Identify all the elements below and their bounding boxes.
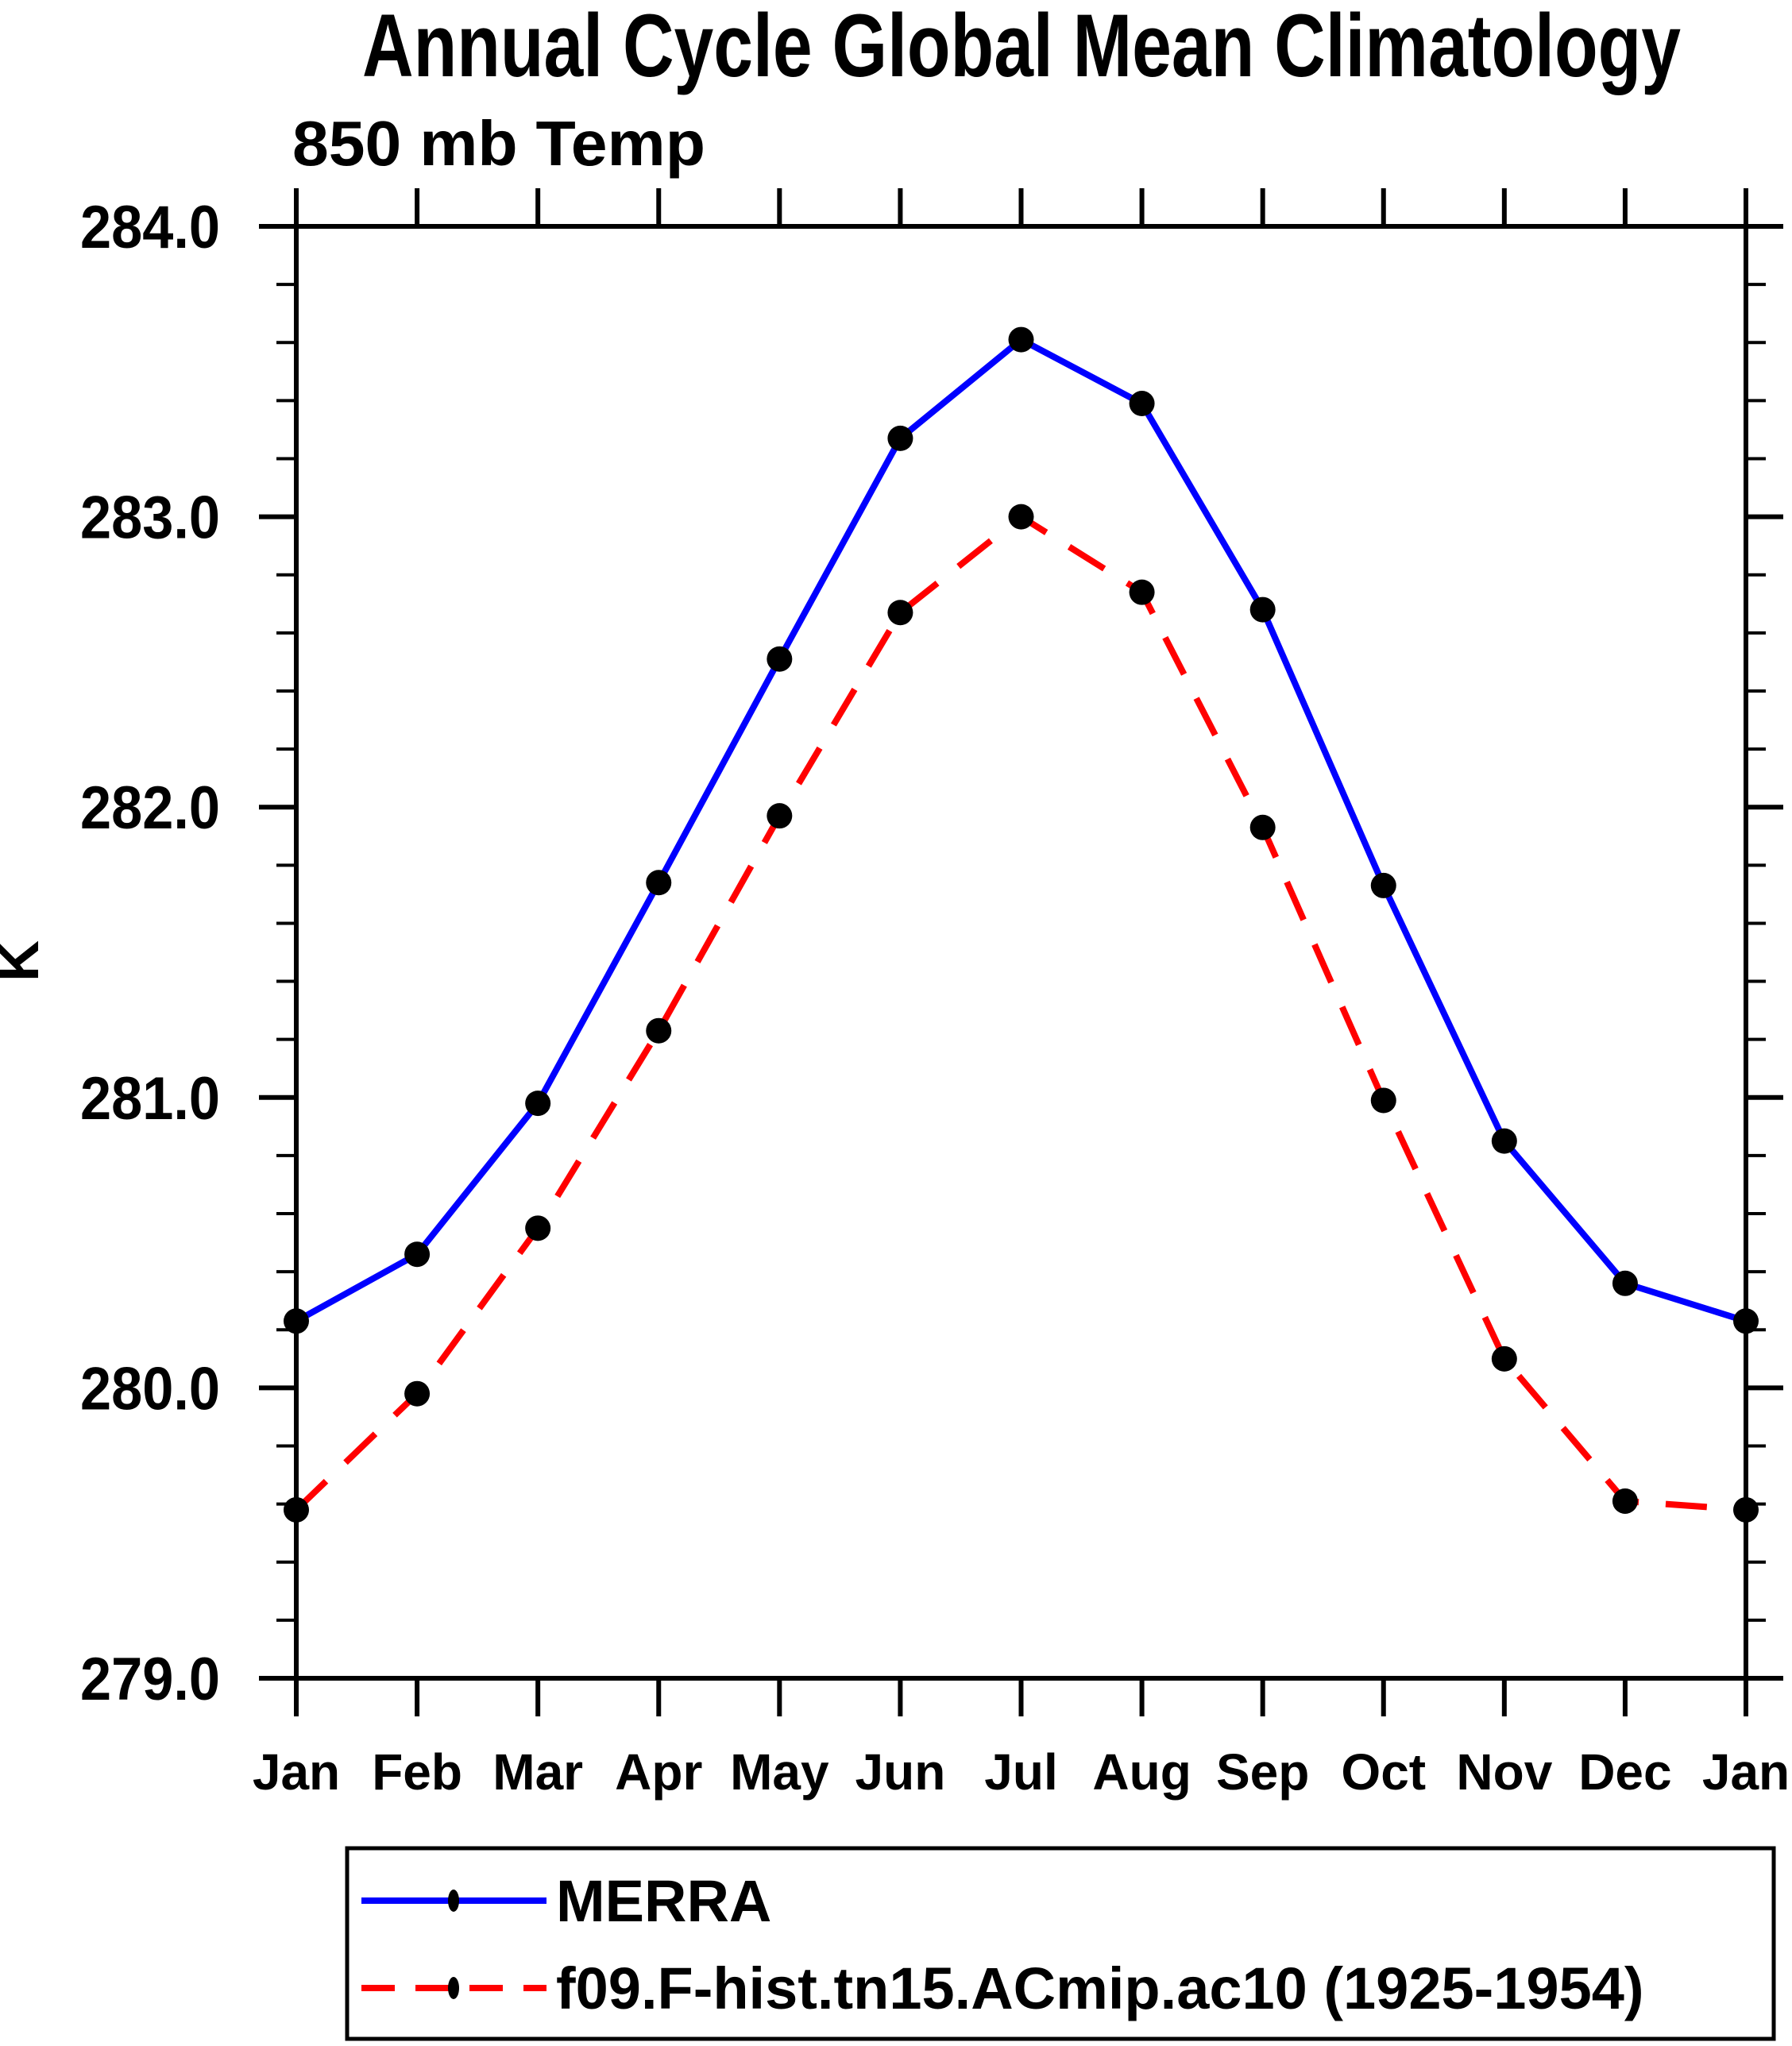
data-point-marker	[887, 600, 913, 626]
series-line-solid	[295, 335, 1748, 1325]
series-merra	[284, 326, 1759, 1334]
y-tick-label: 282.0	[80, 774, 220, 842]
data-point-marker	[1612, 1488, 1638, 1514]
data-point-marker	[525, 1215, 551, 1241]
data-point-marker	[646, 1017, 672, 1044]
data-point-marker	[1491, 1128, 1517, 1154]
data-point-marker	[1612, 1270, 1638, 1296]
legend-merra-marker	[448, 1890, 459, 1912]
data-point-marker	[1370, 872, 1396, 898]
data-point-marker	[1370, 1087, 1396, 1114]
y-axis-label: K	[0, 940, 51, 982]
x-tick-label: Mar	[492, 1743, 583, 1801]
series-line-dashed	[294, 512, 1747, 1513]
data-point-marker	[1249, 814, 1276, 840]
data-point-marker	[1129, 391, 1155, 417]
data-point-marker	[1008, 504, 1034, 530]
data-point-marker	[646, 870, 672, 896]
x-tick-label: Aug	[1092, 1743, 1191, 1801]
legend-model-marker	[448, 1977, 459, 1999]
legend-merra-label: MERRA	[556, 1868, 771, 1934]
chart-subtitle: 850 mb Temp	[292, 108, 705, 179]
x-tick-label: Jun	[855, 1743, 946, 1801]
y-tick-label: 284.0	[80, 194, 220, 261]
data-point-marker	[1249, 596, 1276, 623]
series-model-f09	[284, 504, 1759, 1523]
x-axis-ticks	[294, 188, 1748, 1716]
legend-model-label: f09.F-hist.tn15.ACmip.ac10 (1925-1954)	[556, 1955, 1644, 2021]
y-axis-ticks	[259, 224, 1783, 1681]
chart-title: Annual Cycle Global Mean Climatology	[362, 0, 1681, 95]
data-point-marker	[767, 646, 793, 672]
x-tick-label: Jul	[984, 1743, 1057, 1801]
data-point-marker	[1733, 1308, 1759, 1334]
legend: MERRA f09.F-hist.tn15.ACmip.ac10 (1925-1…	[345, 1846, 1776, 2041]
data-point-marker	[1733, 1496, 1759, 1523]
x-tick-label: Nov	[1456, 1743, 1552, 1801]
x-tick-label: Oct	[1341, 1743, 1426, 1801]
data-point-marker	[284, 1496, 309, 1523]
axes: 279.0 280.0 281.0 282.0 283.0 284.0 Jan Feb Mar…	[80, 188, 1790, 1801]
y-tick-label: 283.0	[80, 484, 220, 552]
data-point-marker	[404, 1380, 431, 1407]
x-tick-label: Dec	[1578, 1743, 1671, 1801]
data-point-marker	[767, 803, 793, 829]
legend-box	[345, 1846, 1776, 2041]
x-tick-label: Jan	[1702, 1743, 1790, 1801]
y-tick-label: 280.0	[80, 1355, 220, 1423]
x-tick-label: May	[730, 1743, 829, 1801]
data-point-marker	[1491, 1345, 1517, 1372]
x-tick-label: Apr	[615, 1743, 702, 1801]
x-tick-label: Sep	[1216, 1743, 1309, 1801]
data-point-marker	[404, 1241, 431, 1268]
y-axis-tick-labels: 279.0 280.0 281.0 282.0 283.0 284.0	[80, 194, 220, 1713]
data-point-marker	[887, 425, 913, 451]
data-point-marker	[1129, 579, 1155, 605]
data-point-marker	[284, 1308, 309, 1334]
x-axis-tick-labels: Jan Feb Mar Apr May Jun Jul Aug Sep Oct Nov Dec Jan	[253, 1743, 1790, 1801]
data-point-marker	[1008, 326, 1034, 353]
plot-frame	[294, 224, 1748, 1681]
y-tick-label: 279.0	[80, 1646, 220, 1713]
y-tick-label: 281.0	[80, 1065, 220, 1133]
data-point-marker	[525, 1091, 551, 1117]
x-tick-label: Feb	[372, 1743, 462, 1801]
x-tick-label: Jan	[253, 1743, 340, 1801]
